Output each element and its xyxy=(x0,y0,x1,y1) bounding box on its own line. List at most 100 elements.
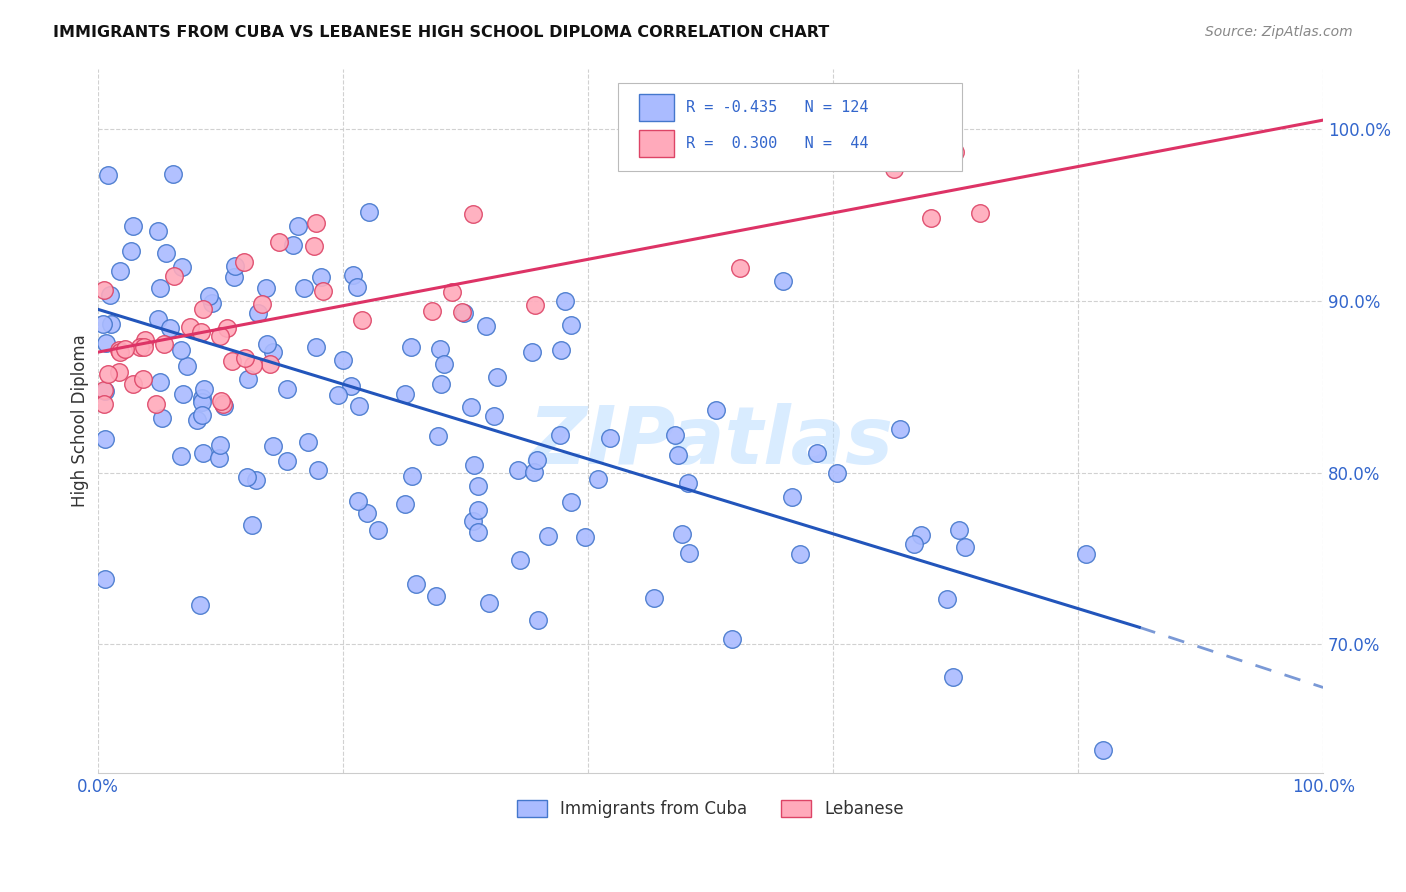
Point xyxy=(191,408,214,422)
Point xyxy=(155,245,177,260)
Point xyxy=(149,375,172,389)
Point xyxy=(188,598,211,612)
Point xyxy=(326,388,349,402)
Point xyxy=(942,669,965,683)
Point xyxy=(224,259,246,273)
Point xyxy=(186,413,208,427)
Point xyxy=(367,523,389,537)
Point xyxy=(172,260,194,274)
Point xyxy=(347,399,370,413)
Point xyxy=(948,523,970,537)
Point xyxy=(526,613,548,627)
Point xyxy=(441,285,464,300)
Point xyxy=(209,328,232,343)
Point xyxy=(193,301,215,316)
Point xyxy=(91,318,114,332)
Point xyxy=(93,383,115,397)
Point xyxy=(122,219,145,233)
Point xyxy=(772,274,794,288)
Point xyxy=(193,446,215,460)
Point xyxy=(554,293,576,308)
Point xyxy=(233,255,256,269)
Point xyxy=(475,319,498,334)
Point xyxy=(506,463,529,477)
Point xyxy=(730,260,752,275)
Point xyxy=(256,337,278,351)
Point xyxy=(550,343,572,357)
Point xyxy=(146,224,169,238)
Point xyxy=(132,372,155,386)
Point xyxy=(671,526,693,541)
Point xyxy=(453,306,475,320)
Point xyxy=(340,379,363,393)
Point xyxy=(523,465,546,479)
Point xyxy=(108,343,131,357)
Point xyxy=(93,433,115,447)
Point xyxy=(97,168,120,182)
Point xyxy=(429,377,451,392)
Point xyxy=(250,297,273,311)
Point xyxy=(720,632,742,647)
Point xyxy=(170,449,193,463)
Legend: Immigrants from Cuba, Lebanese: Immigrants from Cuba, Lebanese xyxy=(510,794,911,825)
Point xyxy=(463,458,485,472)
Point xyxy=(599,431,621,445)
Point xyxy=(311,270,333,285)
Point xyxy=(233,351,256,366)
Point xyxy=(153,337,176,351)
Point xyxy=(346,280,368,294)
Point xyxy=(209,438,232,452)
Point xyxy=(394,387,416,401)
Text: Source: ZipAtlas.com: Source: ZipAtlas.com xyxy=(1205,25,1353,39)
Text: R =  0.300   N =  44: R = 0.300 N = 44 xyxy=(686,136,869,151)
Point xyxy=(108,365,131,379)
Y-axis label: High School Diploma: High School Diploma xyxy=(72,334,89,508)
Point xyxy=(678,546,700,560)
Point xyxy=(224,269,246,284)
Point xyxy=(883,162,905,177)
FancyBboxPatch shape xyxy=(619,83,962,170)
Point xyxy=(664,428,686,442)
Point xyxy=(221,354,243,368)
Point xyxy=(429,342,451,356)
Point xyxy=(172,387,194,401)
Point xyxy=(548,428,571,442)
Point xyxy=(666,448,689,462)
Point xyxy=(643,591,665,606)
Text: IMMIGRANTS FROM CUBA VS LEBANESE HIGH SCHOOL DIPLOMA CORRELATION CHART: IMMIGRANTS FROM CUBA VS LEBANESE HIGH SC… xyxy=(53,25,830,40)
Point xyxy=(350,312,373,326)
Point xyxy=(536,529,558,543)
Point xyxy=(134,340,156,354)
Bar xyxy=(640,95,673,121)
Point xyxy=(356,506,378,520)
Point xyxy=(150,410,173,425)
Point xyxy=(120,244,142,258)
Point xyxy=(97,367,120,381)
Point xyxy=(425,589,447,603)
Point xyxy=(176,359,198,373)
Point xyxy=(162,167,184,181)
Point xyxy=(240,517,263,532)
Point xyxy=(259,357,281,371)
Point xyxy=(420,303,443,318)
Point xyxy=(149,281,172,295)
Point xyxy=(467,503,489,517)
Point xyxy=(201,295,224,310)
Point xyxy=(307,463,329,477)
Point xyxy=(920,211,942,225)
Point xyxy=(108,345,131,359)
Point xyxy=(148,311,170,326)
Point xyxy=(163,268,186,283)
Point xyxy=(910,528,932,542)
Point xyxy=(704,402,727,417)
Point xyxy=(276,453,298,467)
Point xyxy=(98,288,121,302)
Point xyxy=(401,469,423,483)
Point xyxy=(332,353,354,368)
Point xyxy=(467,479,489,493)
Point xyxy=(312,284,335,298)
Point xyxy=(342,268,364,283)
Point xyxy=(214,399,236,413)
Point xyxy=(238,372,260,386)
Point xyxy=(1091,742,1114,756)
